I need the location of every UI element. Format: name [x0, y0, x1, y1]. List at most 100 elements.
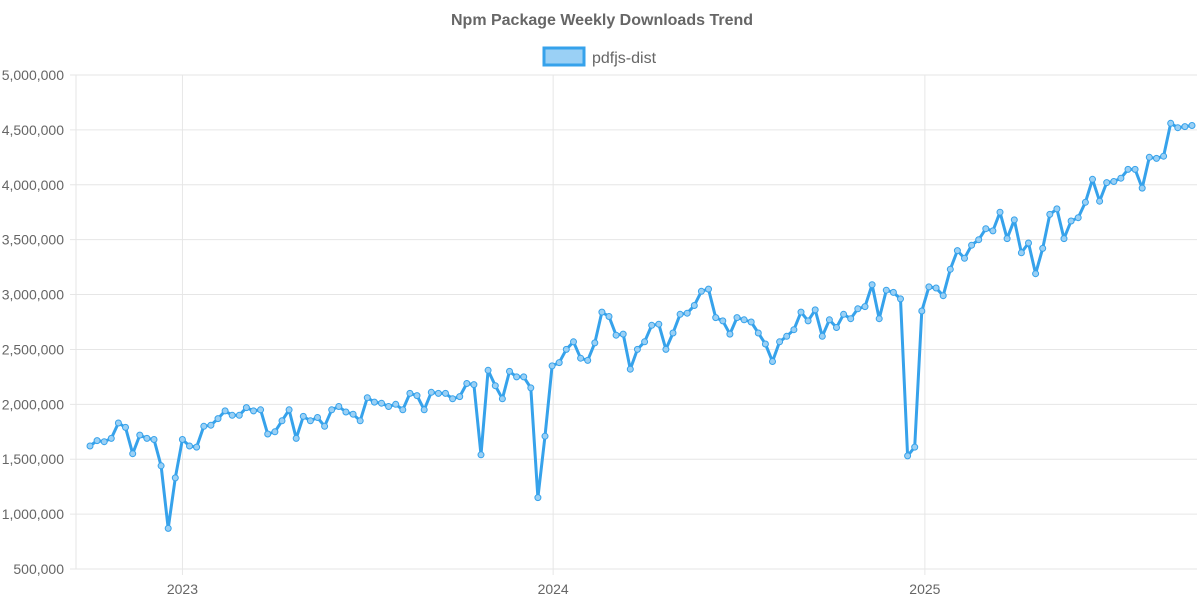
data-point[interactable] — [271, 428, 279, 436]
data-point[interactable] — [904, 452, 912, 460]
data-point[interactable] — [861, 303, 869, 311]
data-point[interactable] — [811, 306, 819, 314]
data-point[interactable] — [932, 284, 940, 292]
data-point[interactable] — [591, 339, 599, 347]
data-point[interactable] — [562, 345, 570, 353]
data-point[interactable] — [1160, 152, 1168, 160]
data-point[interactable] — [719, 317, 727, 325]
data-point[interactable] — [321, 422, 329, 430]
data-point[interactable] — [1188, 122, 1196, 129]
data-point[interactable] — [577, 354, 585, 362]
legend-label[interactable]: pdfjs-dist — [592, 50, 657, 67]
data-point[interactable] — [1089, 175, 1096, 183]
data-point[interactable] — [854, 305, 862, 313]
data-point[interactable] — [925, 283, 933, 291]
data-point[interactable] — [235, 411, 243, 419]
data-point[interactable] — [875, 315, 883, 323]
data-point[interactable] — [278, 417, 286, 425]
data-point[interactable] — [427, 388, 435, 396]
data-point[interactable] — [1010, 216, 1018, 224]
data-point[interactable] — [712, 314, 720, 322]
data-point[interactable] — [968, 241, 976, 249]
data-point[interactable] — [740, 316, 748, 324]
data-point[interactable] — [555, 359, 563, 367]
data-point[interactable] — [1081, 198, 1089, 206]
data-point[interactable] — [306, 417, 314, 425]
data-point[interactable] — [619, 330, 627, 338]
data-point[interactable] — [477, 451, 485, 459]
data-point[interactable] — [335, 403, 343, 410]
data-point[interactable] — [889, 288, 897, 296]
data-point[interactable] — [342, 408, 350, 416]
data-point[interactable] — [527, 384, 535, 392]
data-point[interactable] — [761, 340, 769, 348]
data-point[interactable] — [648, 321, 656, 329]
data-point[interactable] — [399, 406, 407, 414]
data-point[interactable] — [434, 389, 442, 397]
data-point[interactable] — [93, 437, 101, 445]
data-point[interactable] — [825, 316, 833, 324]
data-point[interactable] — [406, 389, 414, 397]
legend-swatch[interactable] — [542, 46, 586, 67]
data-point[interactable] — [449, 395, 457, 403]
data-point[interactable] — [726, 330, 734, 338]
data-point[interactable] — [86, 442, 94, 450]
data-point[interactable] — [847, 315, 855, 323]
data-point[interactable] — [662, 345, 670, 353]
data-point[interactable] — [705, 285, 712, 293]
data-point[interactable] — [356, 417, 364, 425]
data-point[interactable] — [961, 254, 968, 262]
data-point[interactable] — [392, 400, 400, 408]
data-point[interactable] — [413, 392, 421, 400]
data-point[interactable] — [513, 373, 521, 381]
data-point[interactable] — [484, 366, 492, 374]
data-point[interactable] — [840, 310, 848, 318]
data-point[interactable] — [676, 310, 684, 318]
data-point[interactable] — [633, 345, 641, 353]
data-point[interactable] — [776, 338, 784, 346]
data-point[interactable] — [299, 412, 307, 420]
data-point[interactable] — [989, 227, 997, 235]
data-point[interactable] — [186, 442, 193, 450]
data-point[interactable] — [1039, 244, 1047, 252]
data-point[interactable] — [897, 295, 904, 303]
data-point[interactable] — [363, 394, 371, 402]
data-point[interactable] — [150, 436, 158, 443]
data-point[interactable] — [975, 236, 983, 244]
data-point[interactable] — [1017, 249, 1025, 257]
data-point[interactable] — [207, 421, 215, 429]
data-point[interactable] — [242, 404, 250, 412]
data-point[interactable] — [797, 308, 805, 316]
data-point[interactable] — [1138, 184, 1146, 192]
data-point[interactable] — [107, 434, 115, 442]
data-point[interactable] — [520, 373, 528, 381]
data-point[interactable] — [669, 329, 677, 337]
data-point[interactable] — [463, 380, 471, 387]
data-point[interactable] — [548, 362, 556, 370]
data-point[interactable] — [946, 265, 954, 273]
data-point[interactable] — [314, 414, 321, 421]
data-point[interactable] — [697, 287, 705, 295]
data-point[interactable] — [783, 332, 791, 340]
data-point[interactable] — [1145, 153, 1153, 161]
data-point[interactable] — [1046, 210, 1054, 218]
data-point[interactable] — [655, 320, 663, 328]
data-point[interactable] — [612, 331, 620, 339]
data-point[interactable] — [171, 474, 179, 482]
data-point[interactable] — [541, 432, 549, 440]
data-point[interactable] — [442, 389, 449, 397]
data-point[interactable] — [868, 281, 876, 289]
data-point[interactable] — [1053, 205, 1061, 213]
data-point[interactable] — [918, 307, 926, 315]
data-point[interactable] — [1032, 270, 1040, 278]
data-point[interactable] — [136, 431, 144, 439]
data-point[interactable] — [221, 407, 229, 415]
data-point[interactable] — [250, 407, 257, 415]
data-point[interactable] — [641, 338, 649, 346]
data-point[interactable] — [584, 356, 592, 364]
data-point[interactable] — [1103, 179, 1111, 187]
data-point[interactable] — [264, 430, 272, 438]
data-point[interactable] — [939, 292, 947, 300]
legend[interactable]: pdfjs-dist — [542, 46, 657, 67]
data-point[interactable] — [1167, 119, 1175, 127]
